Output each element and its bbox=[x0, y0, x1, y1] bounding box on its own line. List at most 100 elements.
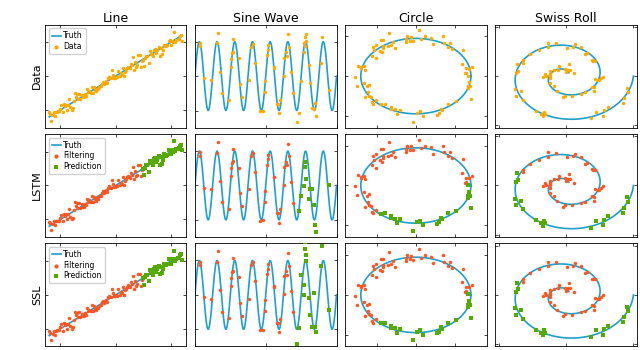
Data bbox=[124, 64, 134, 69]
Filtering bbox=[85, 309, 95, 314]
Data bbox=[154, 44, 164, 50]
Point bbox=[443, 44, 453, 50]
Point bbox=[212, 259, 222, 265]
Filtering bbox=[72, 310, 82, 316]
Filtering bbox=[119, 292, 129, 298]
Filtering bbox=[133, 271, 143, 277]
Point bbox=[378, 155, 388, 161]
Point bbox=[212, 40, 222, 46]
Filtering bbox=[53, 218, 63, 224]
Point bbox=[226, 283, 236, 289]
Point bbox=[588, 194, 598, 199]
Data bbox=[90, 87, 100, 93]
Data bbox=[131, 64, 141, 70]
Point bbox=[531, 108, 541, 113]
Filtering bbox=[133, 162, 143, 168]
Point bbox=[563, 286, 573, 291]
Point bbox=[371, 274, 381, 280]
Point bbox=[580, 199, 591, 205]
Prediction bbox=[167, 257, 177, 262]
Point bbox=[384, 30, 394, 36]
Filtering bbox=[122, 174, 132, 180]
Point bbox=[463, 193, 473, 198]
Point bbox=[301, 259, 312, 264]
Point bbox=[463, 298, 474, 304]
Point bbox=[588, 84, 598, 90]
Point bbox=[226, 64, 236, 70]
Point bbox=[570, 71, 580, 76]
Point bbox=[582, 51, 593, 56]
Point bbox=[618, 100, 628, 106]
Truth bbox=[46, 114, 54, 119]
Point bbox=[408, 148, 419, 153]
Point bbox=[552, 307, 562, 313]
Point bbox=[595, 187, 605, 192]
Filtering bbox=[65, 323, 76, 329]
Filtering bbox=[89, 194, 99, 199]
Point bbox=[598, 223, 609, 228]
Point bbox=[460, 70, 470, 76]
Data bbox=[128, 54, 138, 60]
Data bbox=[80, 92, 90, 97]
Point bbox=[536, 220, 546, 226]
Point bbox=[598, 183, 609, 189]
Point bbox=[300, 43, 310, 48]
Point bbox=[548, 84, 559, 89]
Data bbox=[94, 84, 104, 90]
Point bbox=[461, 179, 471, 185]
Point bbox=[360, 94, 371, 100]
Filtering bbox=[59, 321, 69, 326]
Point bbox=[227, 50, 237, 56]
Point bbox=[368, 154, 378, 159]
Point bbox=[590, 186, 600, 192]
Point bbox=[243, 77, 253, 83]
Point bbox=[545, 292, 556, 298]
Point bbox=[278, 292, 289, 297]
Point bbox=[463, 302, 473, 308]
Point bbox=[438, 33, 449, 39]
Point bbox=[371, 152, 381, 157]
Point bbox=[303, 295, 314, 301]
Point bbox=[215, 69, 225, 75]
Point bbox=[463, 86, 473, 91]
Legend: Truth, Filtering, Prediction: Truth, Filtering, Prediction bbox=[49, 247, 104, 283]
Point bbox=[445, 40, 455, 46]
Point bbox=[436, 106, 447, 112]
Point bbox=[224, 316, 234, 321]
Data bbox=[137, 58, 147, 64]
Data bbox=[116, 71, 127, 77]
Point bbox=[434, 329, 444, 334]
Data bbox=[156, 45, 166, 51]
Point bbox=[401, 40, 411, 45]
Point bbox=[367, 99, 377, 105]
Point bbox=[311, 329, 321, 335]
Point bbox=[363, 308, 373, 314]
Point bbox=[234, 165, 244, 170]
Point bbox=[413, 28, 424, 33]
Filtering bbox=[52, 328, 62, 333]
Point bbox=[299, 40, 309, 46]
Point bbox=[365, 94, 376, 99]
Point bbox=[579, 270, 589, 276]
Prediction bbox=[151, 269, 161, 274]
Filtering bbox=[70, 309, 80, 315]
Prediction bbox=[170, 258, 180, 264]
Point bbox=[378, 256, 388, 261]
Data bbox=[67, 107, 77, 113]
Point bbox=[227, 56, 237, 62]
Data bbox=[47, 112, 58, 118]
Truth bbox=[45, 115, 53, 119]
Point bbox=[513, 287, 523, 292]
Point bbox=[431, 331, 442, 336]
Point bbox=[283, 250, 293, 256]
Point bbox=[465, 193, 475, 199]
Point bbox=[543, 150, 553, 155]
Filtering bbox=[128, 164, 138, 169]
Point bbox=[406, 144, 416, 149]
Point bbox=[570, 180, 580, 186]
Filtering bbox=[83, 199, 93, 204]
Point bbox=[595, 77, 605, 83]
Data bbox=[79, 95, 89, 100]
Point bbox=[560, 285, 570, 290]
Point bbox=[352, 83, 362, 89]
